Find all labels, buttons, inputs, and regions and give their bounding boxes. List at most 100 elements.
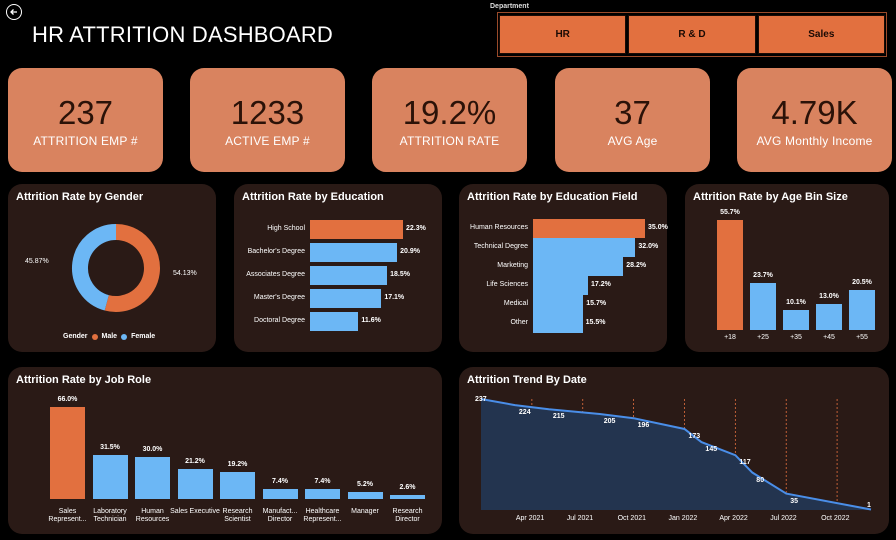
- hbar-category-label: Marketing: [497, 262, 528, 269]
- hbar[interactable]: [310, 220, 403, 239]
- hbar[interactable]: [310, 312, 359, 331]
- hbar-category-label: Life Sciences: [486, 281, 528, 288]
- vbar-value-label: 2.6%: [399, 484, 416, 492]
- hbar-category-label: Human Resources: [470, 224, 528, 231]
- trend-point-label: 145: [705, 446, 718, 454]
- trend-point-label: 173: [688, 432, 701, 440]
- x-tick-label: Apr 2021: [515, 515, 545, 522]
- department-option-hr[interactable]: HR: [499, 15, 627, 54]
- hbar-category-label: High School: [267, 225, 305, 232]
- age-bin-chart-card: Attrition Rate by Age Bin Size 55.7% +18 2…: [685, 184, 889, 352]
- hbar[interactable]: [533, 276, 589, 295]
- hbar-value-label: 22.3%: [406, 225, 426, 232]
- chart-title: Attrition Rate by Job Role: [16, 374, 152, 386]
- kpi-value: 19.2%: [402, 94, 497, 131]
- hbar[interactable]: [533, 295, 584, 314]
- hbar-category-label: Associates Degree: [246, 271, 305, 278]
- trend-point-label: 1: [867, 501, 871, 509]
- chart-title: Attrition Rate by Gender: [16, 191, 144, 203]
- kpi-label: ATTRITION EMP #: [33, 134, 138, 148]
- hbar[interactable]: [310, 289, 382, 308]
- kpi-avg-income: 4.79K AVG Monthly Income: [737, 68, 892, 172]
- x-tick-label: Oct 2022: [821, 515, 850, 522]
- vbar-value-label: 21.2%: [185, 458, 205, 466]
- gender-chart-card: Attrition Rate by Gender 45.87% 54.13% G…: [8, 184, 216, 352]
- vbar[interactable]: [849, 289, 875, 330]
- chart-title: Attrition Rate by Age Bin Size: [693, 191, 848, 203]
- kpi-label: AVG Age: [607, 134, 658, 148]
- hbar-value-label: 15.5%: [585, 319, 606, 326]
- hbar-value-label: 20.9%: [400, 248, 421, 255]
- hbar[interactable]: [533, 314, 583, 333]
- trend-line[interactable]: [480, 398, 872, 511]
- vbar-category-label: Sales Represent...: [48, 508, 87, 523]
- vbar-category-label: Sales Executive: [170, 508, 220, 515]
- kpi-avg-age: 37 AVG Age: [555, 68, 710, 172]
- vbar[interactable]: [783, 310, 809, 330]
- trend-point-label: 117: [739, 459, 751, 467]
- hbar-value-label: 11.6%: [361, 317, 381, 324]
- vbar-value-label: 19.2%: [227, 461, 248, 469]
- vbar-value-label: 66.0%: [57, 396, 78, 403]
- kpi-value: 37: [614, 94, 651, 131]
- hbar[interactable]: [310, 266, 388, 285]
- vbar[interactable]: [135, 457, 170, 499]
- trend-chart-card: Attrition Trend By Date Apr 2021 Jul 2021…: [459, 367, 889, 534]
- vbar-category-label: Healthcare Represent...: [303, 508, 342, 523]
- vbar[interactable]: [50, 407, 85, 499]
- x-tick-label: Jul 2021: [566, 515, 594, 522]
- donut-slice-female[interactable]: [72, 224, 117, 311]
- hbar-category-label: Master's Degree: [253, 294, 305, 301]
- hbar-value-label: 17.1%: [384, 294, 405, 301]
- kpi-label: AVG Monthly Income: [756, 134, 873, 148]
- vbar[interactable]: [816, 304, 842, 330]
- vbar[interactable]: [177, 469, 213, 499]
- vbar[interactable]: [305, 488, 340, 499]
- kpi-label: ATTRITION RATE: [399, 134, 500, 148]
- trend-point-label: 196: [637, 422, 650, 430]
- hbar[interactable]: [310, 243, 398, 262]
- gender-legend: Gender Male Female: [63, 333, 155, 340]
- hbar-value-label: 28.2%: [626, 262, 647, 269]
- vbar-category-label: +18: [724, 334, 736, 341]
- vbar-category-label: Research Scientist: [222, 508, 253, 523]
- vbar[interactable]: [717, 220, 743, 330]
- vbar[interactable]: [92, 455, 128, 499]
- vbar[interactable]: [262, 488, 298, 499]
- department-option-sales[interactable]: Sales: [757, 15, 885, 54]
- kpi-value: 4.79K: [771, 94, 858, 131]
- legend-male: Male: [101, 333, 118, 340]
- hbar[interactable]: [533, 238, 636, 257]
- vbar-value-label: 10.1%: [786, 299, 806, 307]
- trend-point-label: 237: [475, 396, 487, 403]
- kpi-label: ACTIVE EMP #: [225, 134, 310, 148]
- vbar-value-label: 7.4%: [314, 477, 331, 485]
- kpi-value: 1233: [230, 94, 305, 131]
- vbar-category-label: Research Director: [392, 508, 423, 523]
- trend-point-label: 35: [790, 497, 798, 505]
- trend-area: [481, 399, 871, 510]
- donut-slice-male[interactable]: [104, 224, 160, 312]
- vbar-category-label: Human Resources: [135, 508, 170, 523]
- vbar[interactable]: [347, 491, 383, 499]
- kpi-attrition-count: 237 ATTRITION EMP #: [8, 68, 163, 172]
- vbar-value-label: 30.0%: [142, 446, 163, 454]
- female-pct-label: 45.87%: [25, 258, 49, 265]
- vbar[interactable]: [220, 472, 255, 499]
- vbar[interactable]: [390, 495, 425, 499]
- x-tick-label: Oct 2021: [617, 515, 647, 522]
- vbar-category-label: Manufact... Director: [262, 508, 298, 523]
- hbar[interactable]: [533, 219, 645, 238]
- hbar-value-label: 15.7%: [586, 300, 607, 307]
- vbar-value-label: 13.0%: [819, 293, 839, 301]
- department-option-rd[interactable]: R & D: [628, 15, 756, 54]
- hbar[interactable]: [533, 257, 624, 276]
- job-role-chart-card: Attrition Rate by Job Role 66.0% Sales Re…: [8, 367, 442, 534]
- back-button[interactable]: [6, 4, 22, 20]
- hbar-category-label: Technical Degree: [473, 243, 528, 250]
- vbar[interactable]: [750, 283, 776, 330]
- legend-dot-female: [121, 333, 128, 340]
- legend-female: Female: [131, 333, 156, 340]
- trend-point-label: 224: [518, 409, 531, 417]
- male-pct-label: 54.13%: [173, 270, 197, 277]
